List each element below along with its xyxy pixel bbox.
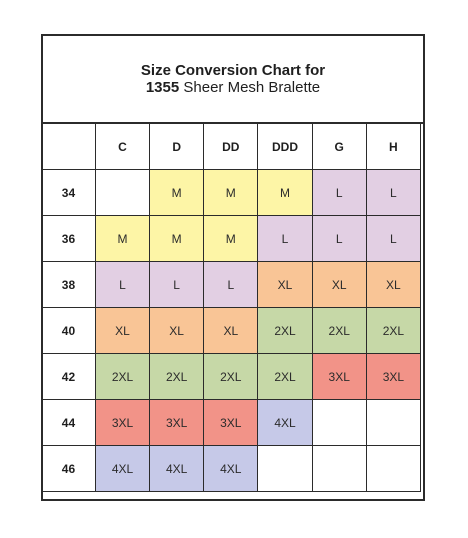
title-line-1: Size Conversion Chart for	[140, 62, 326, 79]
model-number: 1355	[145, 79, 180, 96]
size-cell: 4XL	[94, 445, 151, 492]
size-cell: XL	[149, 307, 205, 354]
size-cell: XL	[203, 307, 259, 354]
size-cell: L	[203, 261, 259, 308]
band-size-label: 34	[41, 169, 96, 216]
size-cell: L	[311, 169, 367, 216]
band-size-label: 42	[41, 353, 96, 400]
band-size-label: 36	[41, 215, 96, 262]
size-cell: XL	[94, 307, 151, 354]
cup-header: H	[365, 123, 422, 170]
size-cell: 2XL	[365, 307, 422, 354]
size-cell: 2XL	[311, 307, 367, 354]
cup-header: C	[94, 123, 151, 170]
title-line-2: 1355 Sheer Mesh Bralette	[146, 79, 320, 96]
table-row: 46 4XL 4XL 4XL	[41, 445, 422, 492]
size-cell: XL	[311, 261, 367, 308]
corner-cell	[41, 123, 96, 170]
size-cell: L	[311, 215, 367, 262]
cup-header: DD	[203, 123, 259, 170]
band-size-label: 38	[41, 261, 96, 308]
table-row: 38 L L L XL XL XL	[41, 261, 422, 308]
size-cell: M	[257, 169, 313, 216]
size-cell: 2XL	[257, 353, 313, 400]
size-cell: 3XL	[94, 399, 151, 446]
table-row: 36 M M M L L L	[41, 215, 422, 262]
size-cell: L	[365, 169, 422, 216]
size-cell: M	[203, 215, 259, 262]
size-cell: 4XL	[257, 399, 313, 446]
size-cell: 2XL	[149, 353, 205, 400]
size-cell	[365, 445, 422, 492]
size-cell: L	[149, 261, 205, 308]
size-cell	[257, 445, 313, 492]
size-cell: 3XL	[365, 353, 422, 400]
size-cell: 2XL	[257, 307, 313, 354]
table-row: 40 XL XL XL 2XL 2XL 2XL	[41, 307, 422, 354]
size-cell: M	[203, 169, 259, 216]
band-size-label: 44	[41, 399, 96, 446]
chart-title: Size Conversion Chart for 1355 Sheer Mes…	[43, 36, 423, 124]
size-cell: XL	[257, 261, 313, 308]
band-size-label: 46	[41, 445, 96, 492]
size-cell: 4XL	[149, 445, 205, 492]
size-cell: M	[94, 215, 151, 262]
size-cell: L	[365, 215, 422, 262]
cup-header: DDD	[257, 123, 313, 170]
table-row: 34 M M M L L	[41, 169, 422, 216]
cup-header: D	[149, 123, 205, 170]
size-cell	[365, 399, 422, 446]
product-name: Sheer Mesh Bralette	[183, 79, 321, 96]
size-cell: L	[257, 215, 313, 262]
band-size-label: 40	[41, 307, 96, 354]
size-cell: XL	[365, 261, 422, 308]
size-cell	[311, 445, 367, 492]
size-cell: M	[149, 215, 205, 262]
size-cell: 3XL	[311, 353, 367, 400]
size-cell: 3XL	[149, 399, 205, 446]
size-cell: 4XL	[203, 445, 259, 492]
size-conversion-chart: Size Conversion Chart for 1355 Sheer Mes…	[41, 34, 425, 501]
cup-header-row: C D DD DDD G H	[41, 123, 422, 170]
size-cell: M	[149, 169, 205, 216]
size-table: C D DD DDD G H 34 M M M L L 36 M M M L L L 38 L L L XL XL X…	[41, 123, 422, 492]
table-row: 42 2XL 2XL 2XL 2XL 3XL 3XL	[41, 353, 422, 400]
size-cell	[311, 399, 367, 446]
size-cell: 2XL	[203, 353, 259, 400]
size-cell: 2XL	[94, 353, 151, 400]
cup-header: G	[311, 123, 367, 170]
size-cell: 3XL	[203, 399, 259, 446]
size-cell: L	[94, 261, 151, 308]
size-cell	[94, 169, 151, 216]
table-row: 44 3XL 3XL 3XL 4XL	[41, 399, 422, 446]
